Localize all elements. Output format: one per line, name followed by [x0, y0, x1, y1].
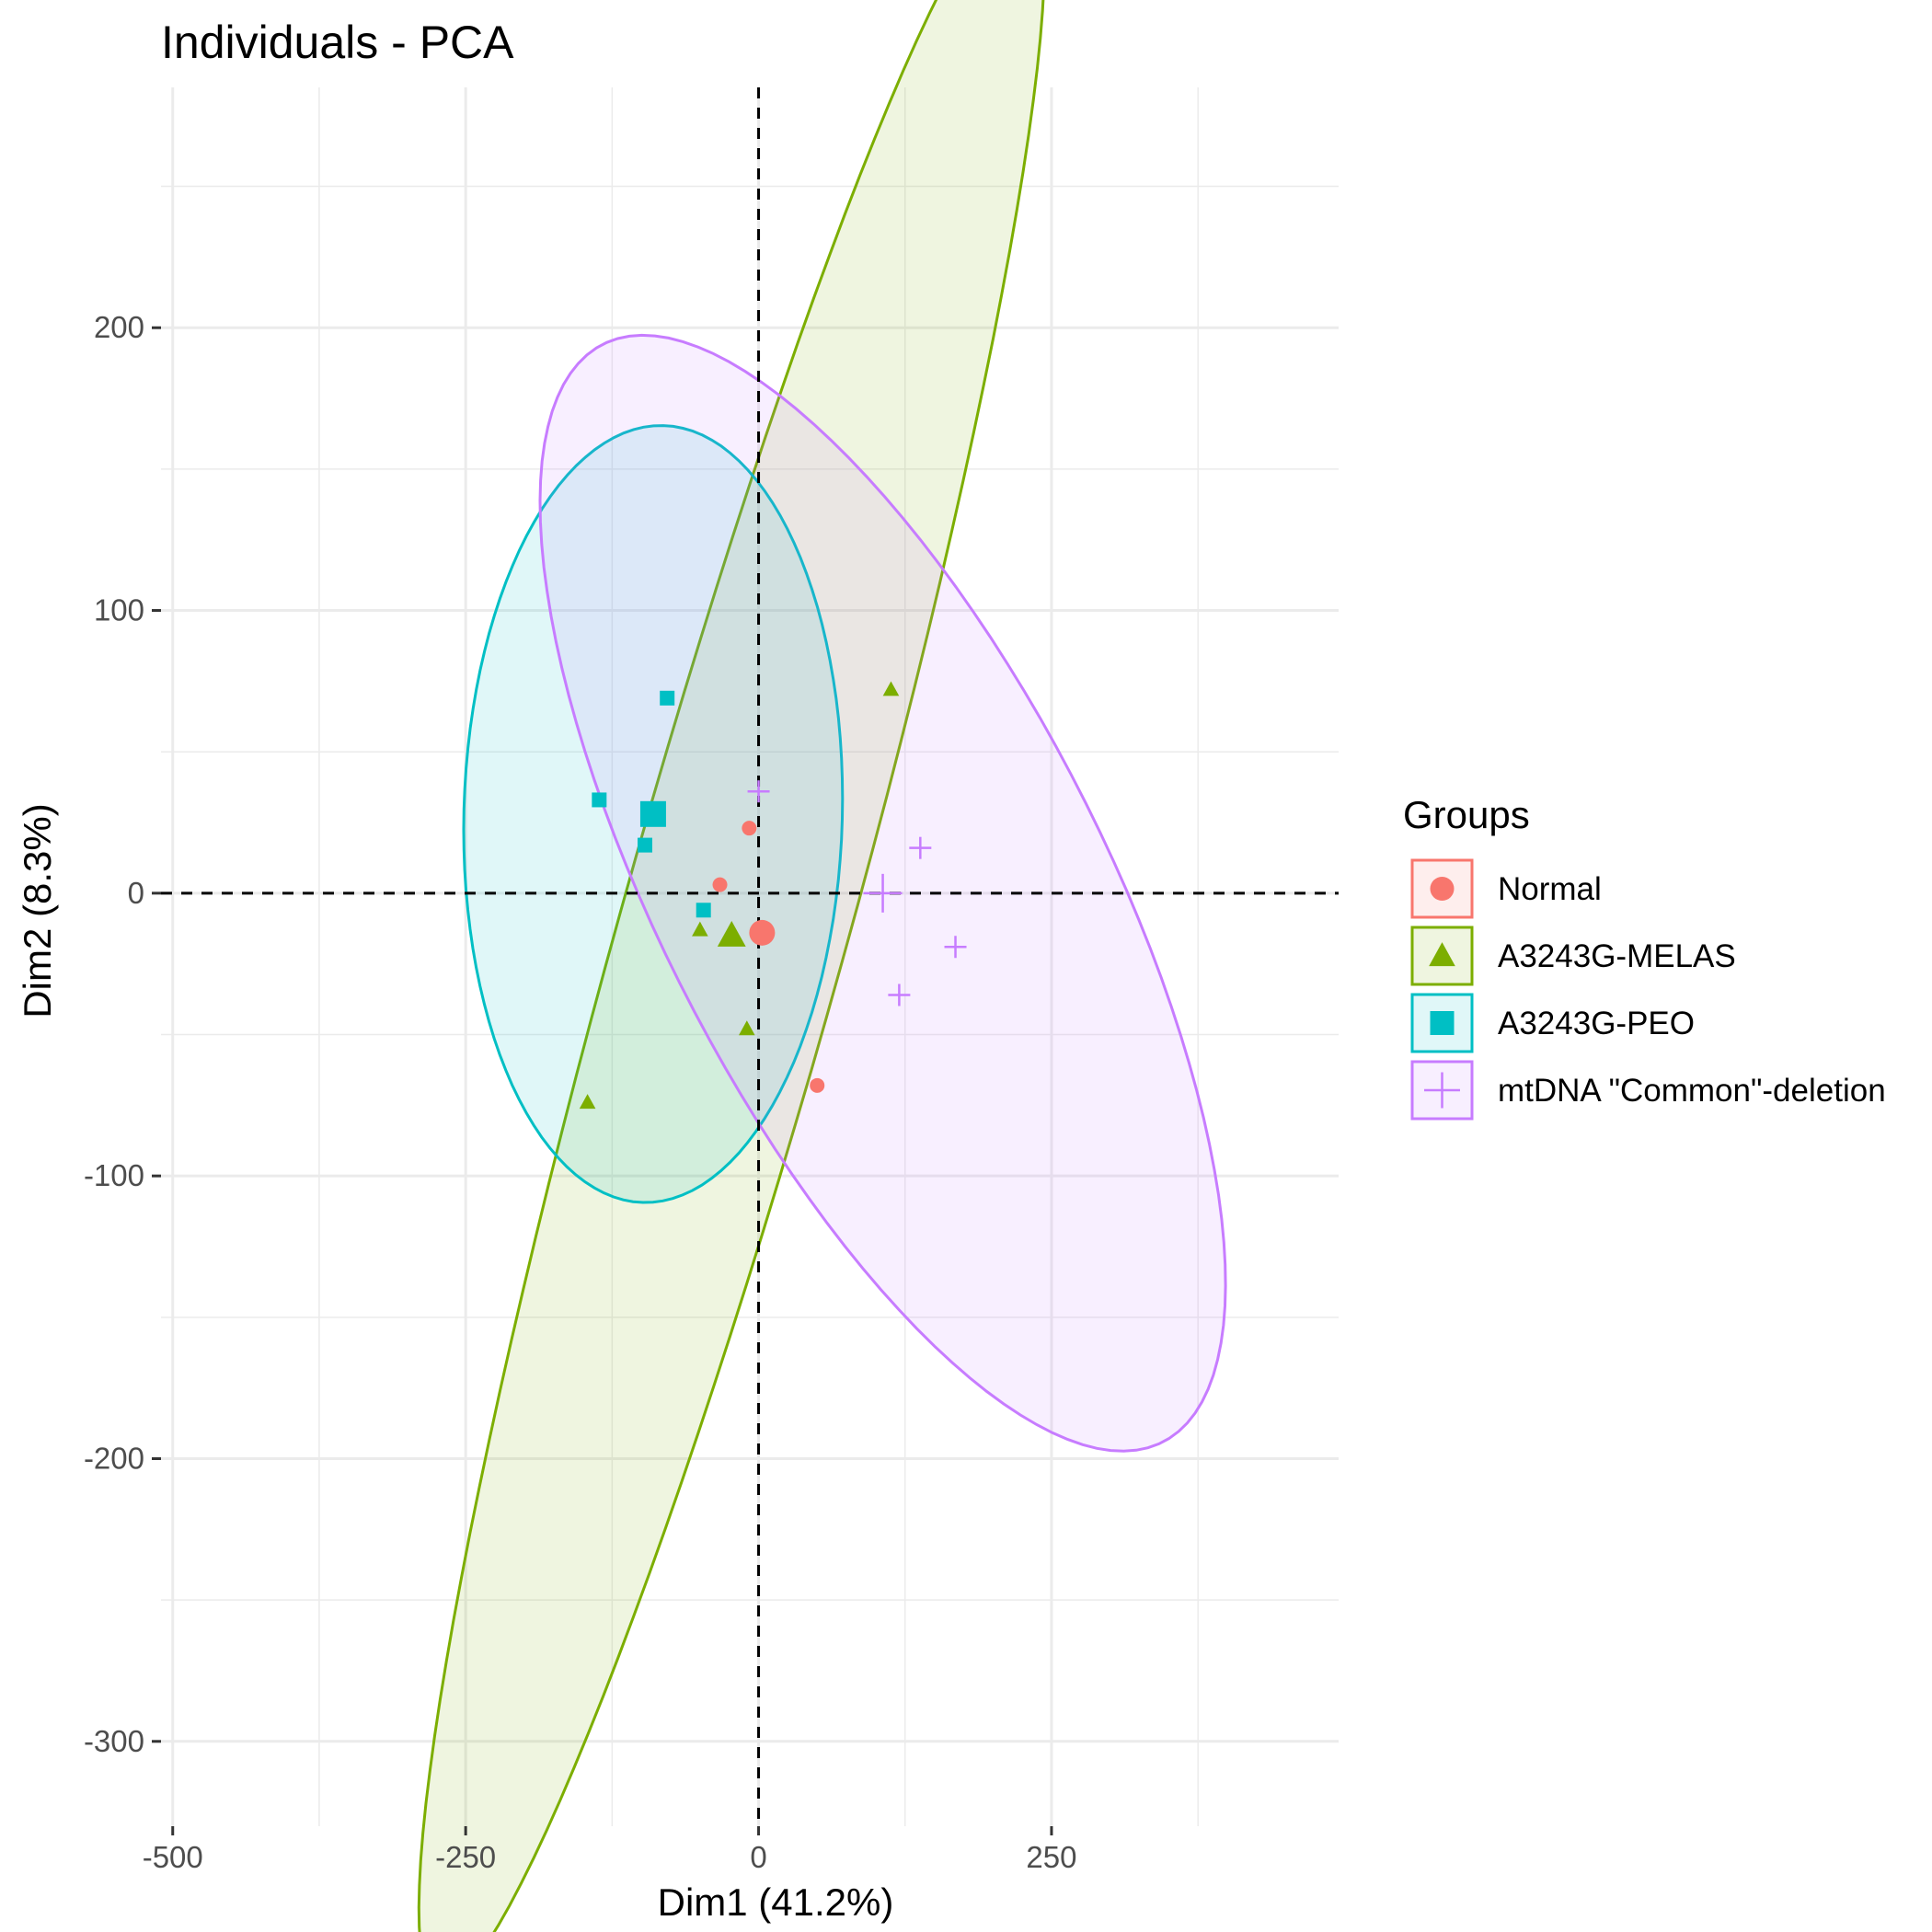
- chart-title: Individuals - PCA: [161, 17, 514, 68]
- legend-item: A3243G-MELAS: [1410, 926, 1736, 986]
- reference-lines: [161, 87, 1339, 1826]
- ellipse-layer: [417, 0, 1227, 1932]
- legend-title: Groups: [1403, 793, 1530, 836]
- y-tick-label: 100: [94, 593, 144, 627]
- data-point: [692, 921, 708, 937]
- y-tick-label: 0: [128, 876, 144, 910]
- y-axis-title: Dim2 (8.3%): [16, 803, 59, 1018]
- x-tick-label: -500: [143, 1840, 203, 1874]
- legend-key-marker: [1429, 942, 1455, 967]
- data-point: [944, 936, 967, 959]
- data-point: [660, 690, 675, 706]
- data-point: [909, 836, 932, 859]
- data-point: [747, 780, 770, 803]
- legend-key: [1410, 926, 1474, 986]
- data-point: [888, 983, 911, 1006]
- confidence-ellipse: [417, 0, 1045, 1932]
- legend-item: Normal: [1410, 858, 1602, 919]
- legend-item: mtDNA "Common"-deletion: [1410, 1060, 1886, 1121]
- legend-key-marker: [1424, 1072, 1460, 1109]
- legend-label: A3243G-PEO: [1498, 1006, 1695, 1041]
- legend-item: A3243G-PEO: [1410, 993, 1695, 1053]
- data-point: [739, 1020, 755, 1036]
- y-tick-label: -100: [84, 1158, 144, 1192]
- data-point: [579, 1094, 596, 1110]
- x-tick-label: -250: [435, 1840, 496, 1874]
- legend-label: A3243G-MELAS: [1498, 938, 1736, 974]
- x-axis-title: Dim1 (41.2%): [658, 1880, 894, 1924]
- axes-layer: -500 -250 0 250 -300 -200 -100 0 100 200: [84, 310, 1077, 1874]
- group-centroid: [749, 919, 776, 946]
- data-point: [882, 681, 900, 696]
- legend-key-marker: [1430, 877, 1455, 901]
- data-point: [696, 903, 711, 918]
- y-tick-label: -200: [84, 1441, 144, 1475]
- legend-label: mtDNA "Common"-deletion: [1498, 1073, 1886, 1109]
- legend-label: Normal: [1498, 871, 1602, 907]
- group-centroid: [863, 873, 903, 913]
- points-layer: [579, 681, 967, 1110]
- y-tick-label: -300: [84, 1724, 144, 1758]
- group-centroid: [717, 920, 746, 947]
- data-point: [712, 877, 728, 892]
- data-point: [742, 821, 757, 836]
- x-tick-label: 0: [750, 1840, 766, 1874]
- legend-key-marker: [1430, 1011, 1455, 1035]
- y-tick-label: 200: [94, 310, 144, 344]
- data-point: [638, 837, 653, 853]
- data-point: [810, 1077, 825, 1093]
- legend: Groups Normal A3243G-MELAS A3243G-PEO mtDNA…: [1403, 793, 1886, 1121]
- data-point: [592, 792, 607, 808]
- group-centroid: [639, 800, 666, 827]
- x-tick-label: 250: [1026, 1840, 1076, 1874]
